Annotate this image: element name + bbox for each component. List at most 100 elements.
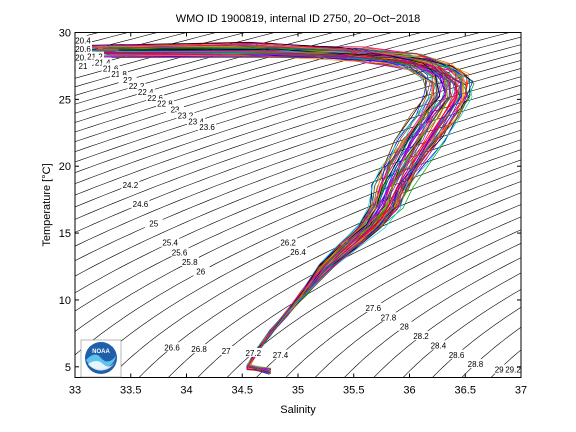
- contour-label-bg: [411, 331, 430, 341]
- contour-label: 28.8: [468, 360, 484, 369]
- noaa-logo-text: NOAA: [92, 349, 110, 355]
- y-axis-label: Temperature [°C]: [41, 163, 53, 246]
- density-contour: [75, 102, 521, 277]
- x-tick-label: 33.5: [120, 385, 141, 397]
- ts-profile-line: [114, 46, 470, 370]
- noaa-logo: NOAA: [80, 339, 122, 378]
- x-tick-label: 35: [292, 385, 304, 397]
- contour-label: 21.6: [103, 64, 119, 73]
- contour-label-bg: [364, 302, 383, 312]
- contour-label-bg: [118, 75, 137, 85]
- density-contour: [75, 32, 423, 133]
- density-contour: [285, 229, 521, 378]
- density-contour: [0, 27, 63, 385]
- contour-label: 22.2: [129, 82, 145, 91]
- ts-profile-line: [107, 46, 462, 373]
- density-contour: [75, 32, 394, 123]
- x-tick-label: 34.5: [232, 385, 253, 397]
- contour-label-bg: [144, 218, 163, 228]
- contour-label-bg: [74, 35, 92, 45]
- contour-label-bg: [271, 349, 290, 359]
- contour-label-bg: [176, 110, 195, 120]
- contour-label-bg: [155, 98, 174, 108]
- contour-label: 27.4: [273, 351, 289, 360]
- contour-label-bg: [244, 347, 263, 357]
- density-contours: [0, 27, 521, 385]
- contour-label-bg: [136, 86, 155, 96]
- y-tick-label: 25: [59, 94, 71, 106]
- contour-label: 29.2: [505, 365, 521, 374]
- contour-label: 26.2: [280, 238, 296, 247]
- contour-label-bg: [101, 63, 120, 73]
- contour-label: 21.2: [87, 53, 103, 62]
- contour-label-bg: [166, 104, 185, 114]
- contour-label-bg: [190, 344, 209, 354]
- contour-label: 24.6: [133, 200, 149, 209]
- density-contour: [75, 32, 306, 96]
- density-contour: [75, 32, 482, 153]
- contour-label-bg: [187, 116, 206, 126]
- contour-label: 21.8: [111, 70, 127, 79]
- x-tick-label: 36.5: [455, 385, 476, 397]
- density-contour: [197, 192, 521, 378]
- density-contour: [109, 159, 521, 378]
- density-contour: [75, 32, 100, 39]
- density-contour: [402, 289, 521, 378]
- density-contour: [373, 272, 521, 378]
- contour-label: 27.6: [365, 304, 381, 313]
- contour-label: 24.2: [123, 181, 139, 190]
- contour-label-bg: [504, 364, 522, 374]
- contour-label: 28.6: [449, 351, 465, 360]
- contour-label-bg: [109, 69, 128, 79]
- contour-label: 26.8: [191, 345, 207, 354]
- contour-label-bg: [217, 346, 236, 356]
- contour-label: 27.2: [246, 349, 262, 358]
- ts-profile-line: [115, 51, 473, 371]
- y-tick-label: 20: [59, 161, 71, 173]
- contour-label-bg: [74, 61, 92, 71]
- ts-profile-line: [90, 42, 441, 373]
- contour-label: 28: [400, 323, 409, 332]
- contour-label: 26: [196, 268, 205, 277]
- density-contour: [314, 242, 521, 378]
- contour-label: 21: [79, 62, 88, 71]
- density-contour: [490, 349, 521, 378]
- contour-label-bg: [180, 256, 199, 266]
- contour-label: 28.4: [431, 341, 447, 350]
- contour-label-bg: [191, 266, 210, 276]
- x-tick-label: 34: [180, 385, 192, 397]
- x-tick-label: 33: [69, 385, 81, 397]
- y-tick-label: 30: [59, 28, 71, 40]
- density-contour: [138, 170, 521, 378]
- contour-label: 23: [171, 106, 180, 115]
- density-contour: [75, 129, 521, 332]
- contour-label-bg: [121, 179, 140, 189]
- contour-label-bg: [74, 44, 92, 54]
- contour-label: 26.4: [290, 248, 306, 257]
- density-contour: [75, 120, 521, 312]
- contour-label: 27: [222, 347, 231, 356]
- density-contour-labels: 20.420.620.82121.221.421.621.82222.222.4…: [74, 35, 522, 374]
- ts-profile-line: [117, 48, 469, 371]
- density-contour: [167, 181, 521, 378]
- chart-title: WMO ID 1900819, internal ID 2750, 20−Oct…: [176, 13, 421, 25]
- density-contour: [226, 204, 521, 378]
- contour-label: 27.8: [381, 313, 397, 322]
- contour-label-bg: [395, 321, 414, 331]
- density-contour: [75, 139, 521, 356]
- x-tick-label: 35.5: [343, 385, 364, 397]
- x-axis: 33 33.5 34 34.5 35 35.5 36 36.5 37: [69, 32, 527, 397]
- contour-label-bg: [447, 349, 466, 359]
- density-contour: [75, 60, 521, 208]
- contour-label-bg: [85, 51, 104, 61]
- contour-label: 25.4: [162, 239, 178, 248]
- contour-label: 25.8: [182, 258, 198, 267]
- density-contour: [520, 376, 521, 378]
- contour-label: 22.4: [138, 88, 154, 97]
- density-contour: [75, 32, 364, 114]
- ts-profiles: [75, 41, 475, 375]
- density-contour: [75, 111, 521, 294]
- contour-label: 22.6: [147, 94, 163, 103]
- y-tick-label: 15: [59, 228, 71, 240]
